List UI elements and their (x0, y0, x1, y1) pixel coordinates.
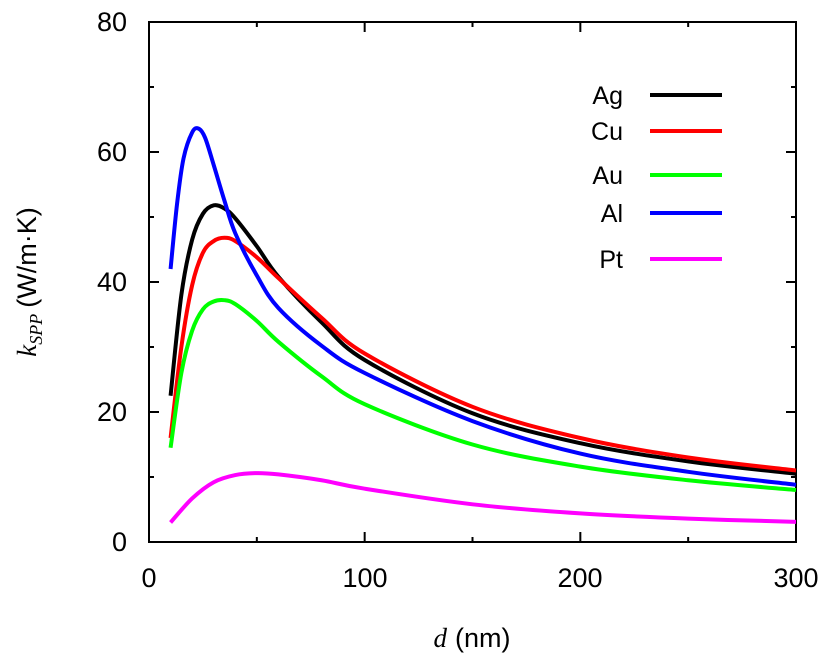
y-axis-unit: (W/m·K) (12, 207, 42, 307)
x-axis-title: d (nm) (434, 623, 511, 653)
y-tick-label-20: 20 (97, 397, 127, 427)
y-axis-subscript: SPP (26, 314, 46, 345)
axis-ticks (148, 21, 797, 543)
series-line-cu (168, 235, 797, 473)
y-axis-title: kSPP (W/m·K) (12, 207, 46, 356)
legend-label-pt: Pt (599, 246, 623, 274)
x-tick-label-100: 100 (342, 563, 387, 593)
legend: Ag Cu Au Al Pt (591, 82, 722, 274)
legend-label-ag: Ag (592, 82, 623, 110)
x-axis-unit: (nm) (455, 623, 511, 653)
series-group (168, 126, 797, 524)
legend-label-au: Au (592, 162, 623, 190)
y-tick-label-0: 0 (112, 527, 127, 557)
y-tick-label-40: 40 (97, 267, 127, 297)
series-line-al (168, 126, 797, 487)
series-line-au (168, 298, 797, 492)
x-axis-symbol: d (434, 623, 448, 653)
series-line-ag (168, 203, 797, 476)
y-tick-label-80: 80 (97, 7, 127, 37)
y-tick-label-60: 60 (97, 137, 127, 167)
series-line-pt (169, 471, 797, 524)
legend-label-cu: Cu (591, 118, 623, 146)
x-tick-label-200: 200 (557, 563, 602, 593)
x-tick-label-300: 300 (773, 563, 818, 593)
legend-label-al: Al (601, 200, 623, 228)
y-axis-symbol: k (12, 344, 42, 357)
x-tick-label-0: 0 (141, 563, 156, 593)
